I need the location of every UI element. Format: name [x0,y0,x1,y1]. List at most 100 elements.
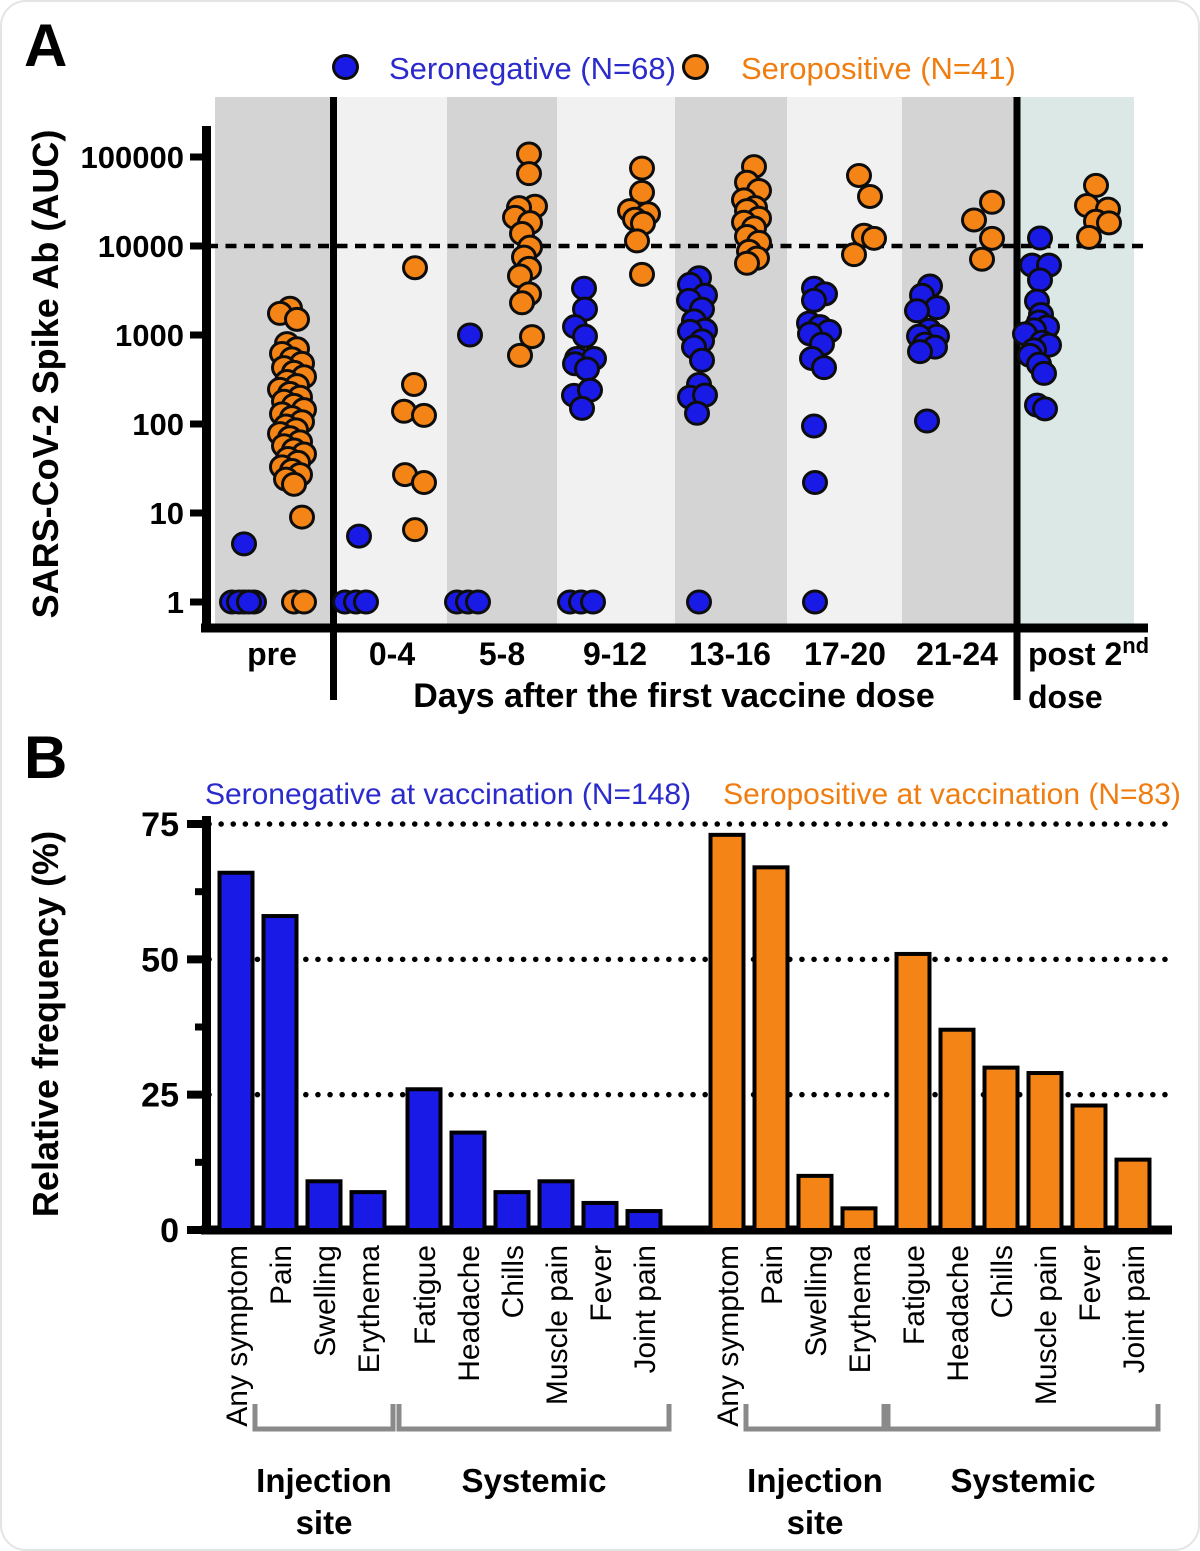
bar-category-label: Pain [756,1245,789,1305]
bar-category-label: Headache [942,1245,975,1382]
scatter-point-seronegative [580,589,606,615]
bar-category-label: Any symptom [712,1245,745,1427]
scatter-point-seronegative [802,589,828,615]
bar-seronegative-fever [581,1200,619,1233]
scatter-point-seronegative [811,355,837,381]
scatter-point-seronegative [1031,360,1057,386]
bar-category-label: Erythema [353,1245,386,1374]
seropositive-vaccination-legend-label: Seropositive at vaccination (N=83) [723,778,1181,811]
bar-seronegative-muscle-pain [537,1179,575,1232]
bar-seropositive-joint-pain [1114,1157,1152,1232]
scatter-point-seronegative [801,287,827,313]
group-bracket-label: Systemic [462,1462,607,1499]
scatter-point-seropositive [284,306,310,332]
bar-seronegative-fatigue [405,1087,443,1232]
x-tick-label: 0-4 [369,636,415,672]
scatter-point-seropositive [629,261,655,287]
x-tick-label: 5-8 [479,636,525,672]
y-tick-label: 75 [141,806,179,844]
bar-seronegative-erythema [349,1190,387,1233]
y-tick-label: 100 [132,407,184,442]
bar-category-label: Fatigue [409,1245,442,1345]
seronegative-vaccination-legend-label: Seronegative at vaccination (N=148) [204,778,692,811]
scatter-point-seropositive [516,161,542,187]
scatter-point-seropositive [1083,172,1109,198]
scatter-point-seropositive [291,589,317,615]
bar-category-label: Joint pain [1118,1245,1151,1373]
bar-category-label: Erythema [844,1245,877,1374]
bar-category-label: Joint pain [629,1245,662,1373]
group-bracket [252,1404,396,1432]
panel-b-label: B [24,724,68,791]
scatter-point-seropositive [402,517,428,543]
y-tick-label: 10 [150,496,184,531]
y-tick-label: 0 [160,1212,179,1250]
panel-a-label: A [24,12,68,79]
seropositive-legend-dot-icon [682,54,709,80]
bar-seronegative-chills [493,1190,531,1233]
x-tick-label: 13-16 [689,636,771,672]
seronegative-legend-dot-icon [332,54,359,80]
x-axis-title: Days after the first vaccine dose [413,677,935,715]
y-axis-title: SARS-CoV-2 Spike Ab (AUC) [25,130,66,619]
scatter-point-seronegative [801,413,827,439]
scatter-point-seronegative [457,322,483,348]
scatter-point-seropositive [961,207,987,233]
y-tick-label: 50 [141,941,179,979]
scatter-point-seropositive [979,225,1005,251]
scatter-point-seropositive [846,162,872,188]
scatter-point-seropositive [979,189,1005,215]
scatter-point-seropositive [509,290,535,316]
bar-seropositive-muscle-pain [1026,1071,1064,1232]
scatter-point-seropositive [857,183,883,209]
scatter-point-seropositive [1076,224,1102,250]
bar-category-label: Chills [497,1245,530,1318]
group-bracket-label: Injection [747,1462,883,1499]
scatter-point-seronegative [1027,267,1053,293]
scatter-point-seronegative [231,531,257,557]
bar-category-label: Swelling [309,1245,342,1357]
bar-category-label: Pain [265,1245,298,1305]
scatter-point-seronegative [904,298,930,324]
bar-seropositive-chills [982,1065,1020,1232]
group-bracket-label: Injection [256,1462,392,1499]
scatter-point-seronegative [236,589,262,615]
scatter-point-seropositive [402,255,428,281]
bar-seropositive-erythema [840,1206,878,1233]
bar-seronegative-swelling [305,1179,343,1232]
scatter-point-seropositive [401,371,427,397]
bar-category-label: Chills [986,1245,1019,1318]
x-tick-label: 9-12 [583,636,647,672]
scatter-point-seropositive [861,225,887,251]
scatter-point-seropositive [507,342,533,368]
scatter-point-seropositive [629,155,655,181]
y-axis-title: Relative frequency (%) [25,831,66,1217]
scatter-point-seronegative [907,339,933,365]
scatter-point-seronegative [353,589,379,615]
scatter-point-seropositive [281,471,307,497]
bar-category-label: Fever [1074,1245,1107,1322]
bar-category-label: Muscle pain [541,1245,574,1405]
scatter-point-seronegative [569,395,595,421]
group-bracket-label: site [787,1504,844,1541]
y-tick-label: 100000 [81,140,184,175]
bar-seronegative-pain [261,914,299,1233]
y-tick-label: 1 [167,585,184,620]
x-tick-label: 21-24 [916,636,998,672]
scatter-point-seropositive [519,324,545,350]
scatter-point-seropositive [411,402,437,428]
bar-category-label: Headache [453,1245,486,1382]
bar-category-label: Any symptom [221,1245,254,1427]
bar-seropositive-fatigue [894,951,932,1232]
seronegative-legend-label: Seronegative (N=68) [389,51,676,86]
bar-seropositive-headache [938,1027,976,1232]
bar-seropositive-any-symptom [708,832,746,1232]
scatter-point-seronegative [686,589,712,615]
scatter-point-seronegative [465,589,491,615]
bar-seronegative-headache [449,1130,487,1233]
x-tick-label: dose [1028,679,1103,715]
group-bracket [743,1404,887,1432]
bar-category-label: Fever [585,1245,618,1322]
seropositive-legend-label: Seropositive (N=41) [741,51,1016,86]
